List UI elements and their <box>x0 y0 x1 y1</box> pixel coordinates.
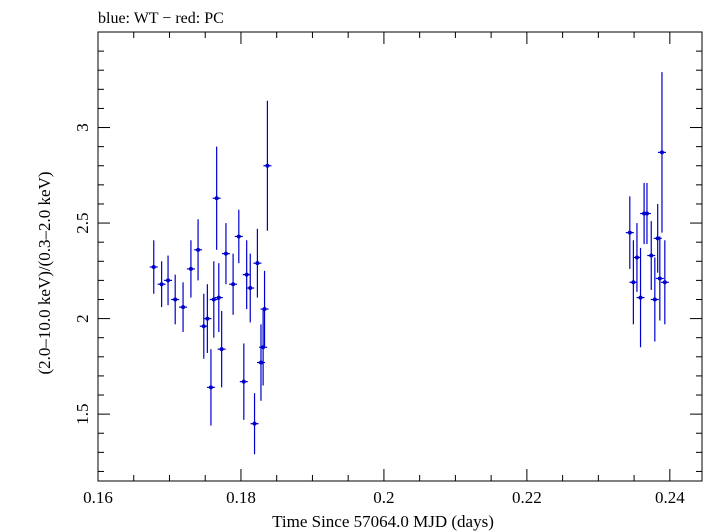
point-marker <box>201 324 206 329</box>
point-marker <box>196 247 201 252</box>
data-point <box>214 263 223 332</box>
point-marker <box>181 305 186 310</box>
point-marker <box>214 196 219 201</box>
data-point <box>263 100 272 231</box>
axis-ticks <box>97 31 702 481</box>
x-tick-label: 0.22 <box>512 488 542 507</box>
point-marker <box>205 316 210 321</box>
data-point <box>629 240 638 325</box>
y-tick-label: 2.5 <box>73 212 92 233</box>
data-point <box>657 72 666 233</box>
data-point <box>246 253 255 323</box>
point-marker <box>655 236 660 241</box>
data-point <box>149 240 158 294</box>
data-point <box>256 324 265 401</box>
point-marker <box>223 251 228 256</box>
y-tick-label: 1.5 <box>73 404 92 425</box>
point-marker <box>644 211 649 216</box>
point-marker <box>631 280 636 285</box>
data-point <box>242 240 251 310</box>
point-marker <box>188 266 193 271</box>
point-marker <box>208 385 213 390</box>
point-marker <box>159 282 164 287</box>
data-point <box>221 223 230 285</box>
point-marker <box>151 265 156 270</box>
point-marker <box>258 360 263 365</box>
point-marker <box>241 379 246 384</box>
data-point <box>203 284 212 353</box>
point-marker <box>649 253 654 258</box>
data-point <box>179 282 188 332</box>
y-tick-labels: 1.5 2 2.5 3 <box>73 123 92 424</box>
data-point <box>642 182 651 245</box>
point-marker <box>219 347 224 352</box>
point-marker <box>173 297 178 302</box>
data-point <box>259 309 268 386</box>
data-point <box>655 236 664 321</box>
data-point <box>239 343 248 420</box>
data-points <box>149 72 669 455</box>
y-tick-label: 3 <box>73 123 92 132</box>
y-axis-label: (2.0–10.0 keV)/(0.3–2.0 keV) <box>35 171 54 374</box>
data-point <box>250 393 259 455</box>
data-point <box>217 310 226 388</box>
data-point <box>164 255 173 306</box>
data-point <box>253 228 262 298</box>
x-tick-label: 0.24 <box>655 488 685 507</box>
point-marker <box>265 163 270 168</box>
x-axis-label: Time Since 57064.0 MJD (days) <box>272 512 494 531</box>
data-point <box>194 219 203 281</box>
data-point <box>212 146 221 250</box>
point-marker <box>652 297 657 302</box>
x-tick-labels: 0.16 0.18 0.2 0.22 0.24 <box>83 488 685 507</box>
plot-frame <box>97 31 703 482</box>
data-point <box>647 221 656 290</box>
point-marker <box>231 282 236 287</box>
data-point <box>157 261 166 308</box>
point-marker <box>638 295 643 300</box>
data-point <box>171 274 180 325</box>
x-tick-label: 0.16 <box>83 488 113 507</box>
data-point <box>636 247 645 348</box>
point-marker <box>211 297 216 302</box>
x-tick-label: 0.18 <box>226 488 256 507</box>
y-tick-label: 2 <box>73 314 92 323</box>
point-marker <box>262 307 267 312</box>
point-marker <box>634 255 639 260</box>
point-marker <box>244 272 249 277</box>
point-marker <box>216 295 221 300</box>
point-marker <box>662 280 667 285</box>
x-tick-label: 0.2 <box>373 488 394 507</box>
point-marker <box>627 230 632 235</box>
data-point <box>229 253 238 315</box>
point-marker <box>166 278 171 283</box>
point-marker <box>657 276 662 281</box>
data-point <box>186 240 195 298</box>
data-point <box>234 209 243 264</box>
point-marker <box>255 261 260 266</box>
chart-title: blue: WT − red: PC <box>98 10 224 27</box>
data-point <box>260 270 269 348</box>
data-point <box>206 349 215 426</box>
point-marker <box>248 286 253 291</box>
data-point <box>209 261 218 338</box>
data-point <box>660 240 669 325</box>
point-marker <box>659 150 664 155</box>
data-point <box>650 257 659 342</box>
point-marker <box>252 421 257 426</box>
data-point <box>632 223 641 292</box>
data-point <box>625 196 634 269</box>
point-marker <box>236 234 241 239</box>
data-point <box>199 293 208 359</box>
